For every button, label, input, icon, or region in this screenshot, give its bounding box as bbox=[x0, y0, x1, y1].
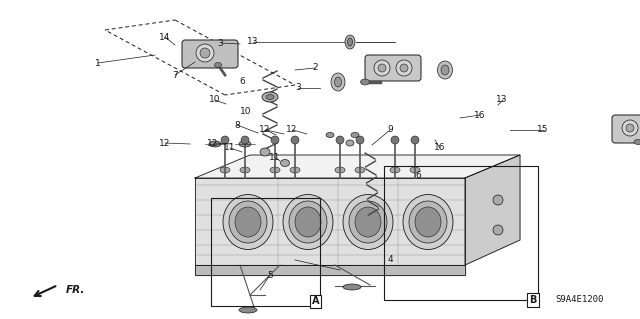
Ellipse shape bbox=[331, 73, 345, 91]
Text: 12: 12 bbox=[286, 125, 298, 135]
Circle shape bbox=[356, 136, 364, 144]
Ellipse shape bbox=[346, 140, 354, 146]
Ellipse shape bbox=[441, 65, 449, 75]
Polygon shape bbox=[195, 155, 520, 178]
Ellipse shape bbox=[239, 141, 251, 147]
Ellipse shape bbox=[266, 94, 274, 100]
Circle shape bbox=[622, 120, 638, 136]
Ellipse shape bbox=[343, 284, 361, 290]
Ellipse shape bbox=[209, 141, 221, 147]
Ellipse shape bbox=[345, 35, 355, 49]
Ellipse shape bbox=[348, 38, 353, 46]
Polygon shape bbox=[195, 265, 465, 275]
Text: 9: 9 bbox=[387, 125, 393, 135]
Text: 10: 10 bbox=[240, 108, 252, 116]
Circle shape bbox=[241, 136, 249, 144]
Text: FR.: FR. bbox=[66, 285, 85, 295]
Ellipse shape bbox=[343, 195, 393, 249]
Ellipse shape bbox=[335, 167, 345, 173]
Ellipse shape bbox=[214, 63, 221, 68]
Text: 12: 12 bbox=[207, 138, 219, 147]
Ellipse shape bbox=[289, 201, 327, 243]
Text: 5: 5 bbox=[267, 271, 273, 279]
Ellipse shape bbox=[326, 132, 334, 137]
Text: 1: 1 bbox=[95, 58, 101, 68]
Ellipse shape bbox=[351, 132, 359, 137]
Ellipse shape bbox=[260, 148, 270, 156]
Ellipse shape bbox=[634, 139, 640, 145]
Ellipse shape bbox=[295, 207, 321, 237]
Text: S9A4E1200: S9A4E1200 bbox=[556, 295, 604, 305]
Ellipse shape bbox=[240, 167, 250, 173]
Ellipse shape bbox=[355, 167, 365, 173]
Ellipse shape bbox=[409, 201, 447, 243]
Ellipse shape bbox=[355, 207, 381, 237]
Text: 11: 11 bbox=[224, 144, 236, 152]
Ellipse shape bbox=[335, 77, 342, 87]
Circle shape bbox=[378, 64, 386, 72]
Bar bbox=[384, 166, 538, 300]
Text: B: B bbox=[529, 295, 537, 305]
Circle shape bbox=[271, 136, 279, 144]
Text: 6: 6 bbox=[239, 78, 245, 86]
Ellipse shape bbox=[410, 167, 420, 173]
Polygon shape bbox=[195, 178, 465, 265]
Circle shape bbox=[493, 225, 503, 235]
Ellipse shape bbox=[360, 79, 369, 85]
Text: 7: 7 bbox=[172, 70, 178, 79]
Circle shape bbox=[411, 136, 419, 144]
Text: 2: 2 bbox=[312, 63, 318, 72]
Ellipse shape bbox=[239, 307, 257, 313]
Ellipse shape bbox=[280, 160, 289, 167]
Text: 12: 12 bbox=[159, 138, 171, 147]
Circle shape bbox=[374, 60, 390, 76]
Circle shape bbox=[493, 195, 503, 205]
Ellipse shape bbox=[262, 92, 278, 102]
Ellipse shape bbox=[438, 61, 452, 79]
Text: 11: 11 bbox=[269, 153, 281, 162]
Text: 8: 8 bbox=[234, 121, 240, 130]
Circle shape bbox=[200, 48, 210, 58]
Circle shape bbox=[221, 136, 229, 144]
Circle shape bbox=[196, 44, 214, 62]
Ellipse shape bbox=[403, 195, 453, 249]
Circle shape bbox=[336, 136, 344, 144]
Ellipse shape bbox=[235, 207, 261, 237]
Ellipse shape bbox=[220, 167, 230, 173]
Ellipse shape bbox=[415, 207, 441, 237]
Circle shape bbox=[391, 136, 399, 144]
Ellipse shape bbox=[270, 167, 280, 173]
Text: 14: 14 bbox=[159, 33, 171, 41]
Text: 10: 10 bbox=[209, 95, 221, 105]
FancyBboxPatch shape bbox=[182, 40, 238, 68]
Circle shape bbox=[291, 136, 299, 144]
Ellipse shape bbox=[283, 195, 333, 249]
Bar bbox=[211, 198, 320, 306]
Circle shape bbox=[396, 60, 412, 76]
Polygon shape bbox=[465, 155, 520, 265]
Circle shape bbox=[626, 124, 634, 132]
Text: 16: 16 bbox=[474, 110, 486, 120]
Ellipse shape bbox=[229, 201, 267, 243]
Ellipse shape bbox=[290, 167, 300, 173]
Ellipse shape bbox=[349, 201, 387, 243]
Text: 15: 15 bbox=[537, 125, 548, 135]
Text: 12: 12 bbox=[259, 125, 271, 135]
Text: 4: 4 bbox=[387, 256, 393, 264]
FancyBboxPatch shape bbox=[365, 55, 421, 81]
Ellipse shape bbox=[223, 195, 273, 249]
Text: 13: 13 bbox=[496, 95, 508, 105]
Text: 6: 6 bbox=[415, 170, 421, 180]
Text: 16: 16 bbox=[435, 144, 445, 152]
Text: A: A bbox=[312, 296, 319, 307]
Ellipse shape bbox=[390, 167, 400, 173]
Text: 3: 3 bbox=[217, 39, 223, 48]
Circle shape bbox=[400, 64, 408, 72]
Text: 3: 3 bbox=[295, 84, 301, 93]
Text: 13: 13 bbox=[247, 38, 259, 47]
FancyBboxPatch shape bbox=[612, 115, 640, 143]
